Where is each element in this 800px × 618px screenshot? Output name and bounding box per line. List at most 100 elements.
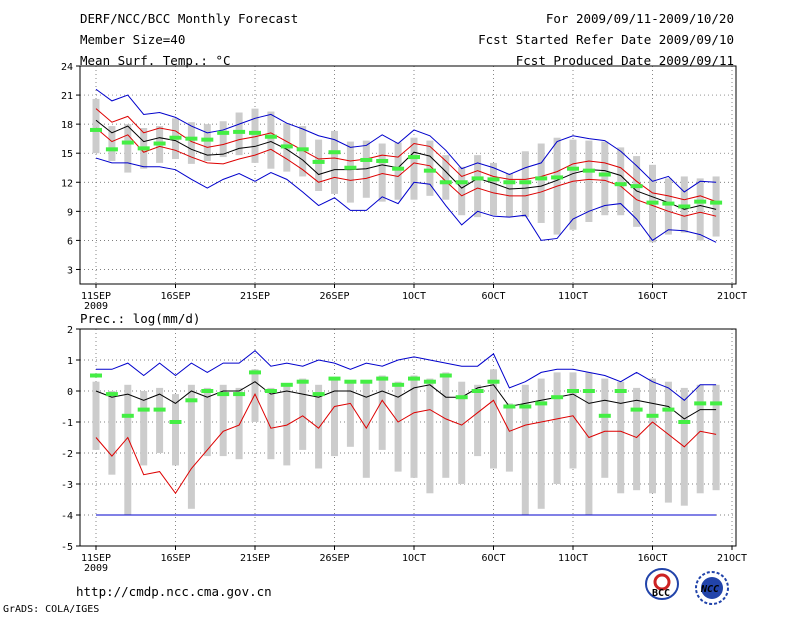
prec-line-max (96, 350, 717, 401)
prec-obs-marker (392, 382, 405, 387)
prec-obs-marker (90, 373, 102, 378)
prec-obs-marker (423, 379, 436, 384)
temp-line-lower (95, 127, 717, 217)
temp-obs-marker (710, 200, 723, 205)
prec-box (553, 372, 561, 484)
temp-xtick-label: 6OCT (481, 291, 505, 302)
temp-box (490, 162, 497, 216)
chart-title: DERF/NCC/BCC Monthly Forecast (80, 11, 299, 26)
prec-obs-marker (662, 407, 675, 412)
temp-xtick-label: 11SEP (81, 291, 111, 302)
footer-credit: GrADS: COLA/IGES (3, 604, 100, 615)
prec-box (426, 378, 434, 494)
ncc-logo: NCC (695, 571, 729, 605)
prec-xtick-label: 26SEP (319, 553, 349, 564)
prec-box (521, 384, 529, 515)
temp-obs-marker (662, 201, 675, 206)
temp-ytick-label: 21 (61, 91, 73, 102)
temp-ytick-label: 12 (61, 178, 73, 189)
temp-obs-marker (678, 204, 691, 209)
prec-obs-marker (249, 370, 261, 375)
prec-obs-marker (296, 379, 309, 384)
ncc-logo-text: NCC (700, 584, 719, 595)
forecast-start-date: Fcst Started Refer Date 2009/09/10 (478, 32, 734, 47)
prec-box (633, 387, 641, 491)
temp-obs-marker (153, 141, 166, 146)
prec-box (617, 381, 625, 494)
temp-obs-marker (233, 129, 246, 134)
temp-obs-marker (455, 180, 468, 185)
prec-ytick-label: -2 (61, 449, 73, 460)
prec-box (331, 378, 338, 457)
temp-obs-marker (264, 134, 277, 139)
temp-obs-marker (105, 147, 118, 152)
temp-box (124, 124, 132, 173)
temp-box (696, 178, 704, 241)
temp-obs-marker (217, 130, 230, 135)
temp-box (712, 176, 720, 237)
prec-box (235, 387, 243, 460)
temp-xtick-label: 1OCT (402, 291, 426, 302)
prec-box (458, 381, 466, 484)
temp-obs-marker (312, 159, 325, 164)
prec-obs-marker (344, 379, 357, 384)
temp-box (394, 142, 402, 200)
temp-obs-marker (121, 140, 134, 145)
prec-obs-marker (710, 401, 723, 406)
temp-ytick-label: 15 (61, 149, 73, 160)
temp-obs-marker (694, 199, 707, 204)
header-right: For 2009/09/11-2009/10/20 Fcst Started R… (478, 11, 734, 74)
temp-ytick-label: 9 (67, 207, 73, 218)
prec-box (251, 369, 259, 422)
temp-box (458, 166, 466, 216)
temp-obs-marker (280, 144, 293, 149)
prec-box (410, 375, 418, 478)
prec-obs-marker (567, 389, 579, 393)
temp-box (442, 155, 450, 200)
temp-line-mean (95, 119, 717, 210)
prec-xtick-label: 11OCT (558, 553, 588, 564)
prec-ytick-label: 2 (67, 325, 73, 336)
forecast-period: For 2009/09/11-2009/10/20 (545, 11, 734, 26)
temp-obs-marker (598, 172, 611, 177)
prec-obs-marker (280, 382, 293, 387)
bcc-logo-text: BCC (652, 588, 670, 599)
temp-box (426, 140, 434, 196)
temp-obs-marker (201, 137, 214, 142)
temp-obs-marker (439, 180, 452, 185)
prec-box (569, 372, 577, 469)
prec-obs-marker (328, 376, 341, 381)
temp-box (203, 124, 211, 161)
prec-box (299, 378, 307, 450)
temp-box (187, 122, 195, 164)
prec-box (346, 381, 354, 447)
temp-obs-marker (614, 182, 627, 187)
footer-url[interactable]: http://cmdp.ncc.cma.gov.cn (76, 584, 272, 599)
temp-box (108, 126, 116, 161)
prec-frame (79, 328, 737, 547)
temp-obs-marker (137, 146, 150, 151)
temp-obs-marker (169, 135, 182, 140)
prec-box (156, 387, 164, 453)
temp-box (331, 130, 338, 194)
header-left: DERF/NCC/BCC Monthly Forecast Member Siz… (80, 11, 298, 74)
prec-obs-marker (312, 392, 325, 397)
temp-obs-marker (249, 130, 261, 135)
temp-ytick-label: 18 (61, 120, 73, 131)
prec-box (219, 384, 227, 457)
prec-xtick-label: 11SEP (81, 553, 111, 564)
temp-box (410, 137, 418, 200)
prec-box (664, 381, 672, 503)
prec-box (92, 381, 100, 450)
temp-obs-marker (567, 166, 579, 171)
prec-obs-marker (519, 404, 532, 409)
prec-ytick-label: -5 (61, 542, 73, 553)
temp-box (617, 147, 625, 216)
temp-line-min (95, 157, 717, 243)
temp-xtick-label: 16SEP (160, 291, 190, 302)
temp-box (664, 178, 672, 235)
prec-obs-marker (264, 389, 277, 393)
temp-obs-marker (423, 168, 436, 173)
temp-obs-marker (360, 157, 373, 162)
